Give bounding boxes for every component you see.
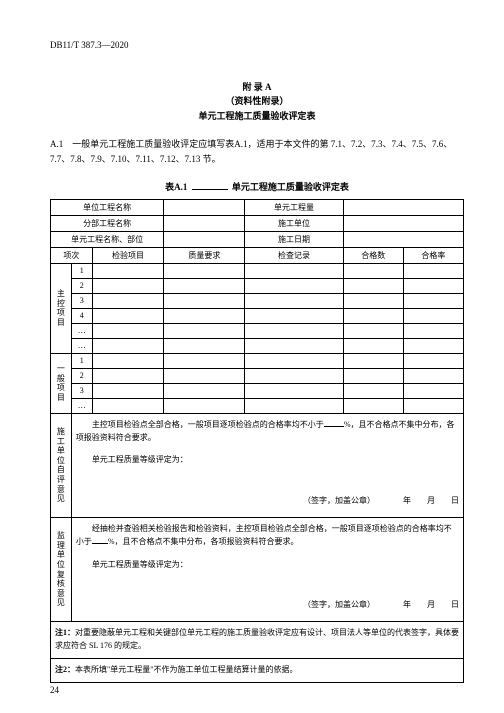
table-row: 2 [51,368,464,383]
supervise-label: 监理单位复核意见 [51,517,72,621]
cell-label: 施工单位 [245,215,343,231]
cell-value [343,231,463,247]
cell-num: 3 [71,383,92,398]
table-row: 3 [51,293,464,308]
page-number: 24 [50,685,59,695]
self-text-line: 主控项目检验点全部合格，一般项目逐项检验点的合格率均不小于%，且不合格点不集中分… [76,419,459,445]
table-row: 主控项目 1 [51,263,464,278]
cell-num: 1 [71,353,92,368]
cell-num: … [71,338,92,353]
cell-num: 3 [71,293,92,308]
table-row: 监理单位复核意见 经抽检并查验相关检验报告和检验资料，主控项目检验点全部合格，一… [51,517,464,621]
note2-cell: 注2：本表所填"单元工程量"不作为施工单位工程量结算计量的依据。 [51,658,464,682]
para-a1: A.1 一般单元工程施工质量验收评定应填写表A.1，适用于本文件的第 7.1、7… [50,137,464,168]
cell-value [343,199,463,215]
caption-prefix: 表A.1 [165,182,187,192]
note2-text: 本表所填"单元工程量"不作为施工单位工程量结算计量的依据。 [75,665,298,674]
table-row: 2 [51,278,464,293]
caption-suffix: 单元工程施工质量验收评定表 [232,182,349,192]
doc-code: DB11/T 387.3—2020 [50,40,464,50]
cell-label: 合格数 [343,247,403,263]
table-row: 注1：对重要隐蔽单元工程和关键部位单元工程的施工质量验收评定应有设计、项目法人等… [51,622,464,659]
cell-value [164,199,245,215]
cell-num: 1 [71,263,92,278]
appendix-sub: （资料性附录） [50,94,464,108]
sup-sign: （签字，加盖公章） 年 月 日 [76,589,459,616]
cell-value [164,231,245,247]
table-row: 项次 检验项目 质量要求 检查记录 合格数 合格率 [51,247,464,263]
table-row: 3 [51,383,464,398]
note1-text: 对重要隐蔽单元工程和关键部位单元工程的施工质量验收评定应有设计、项目法人等单位的… [55,628,459,650]
cell-label: 检验项目 [92,247,164,263]
cell-num: 2 [71,278,92,293]
sup-text-line2: 单元工程质量等级评定为： [76,559,459,572]
self-eval-label: 施工单位自评意见 [51,413,72,517]
cell-label: 施工日期 [245,231,343,247]
cell-num: … [71,323,92,338]
table-row: … [51,323,464,338]
cell-num: 4 [71,308,92,323]
cell-label: 项次 [51,247,93,263]
supervise-cell: 经抽检并查验相关检验报告和检验资料，主控项目检验点全部合格，一般项目逐项检验点的… [71,517,463,621]
sup-text-line: 经抽检并查验相关检验报告和检验资料，主控项目检验点全部合格，一般项目逐项检验点的… [76,523,459,549]
table-row: 单元工程名称、部位 施工日期 [51,231,464,247]
table-caption: 表A.1 单元工程施工质量验收评定表 [50,180,464,193]
main-ctrl-label: 主控项目 [51,263,72,353]
table-row: 单位工程名称 单元工程量 [51,199,464,215]
table-row: … [51,398,464,413]
note1-cell: 注1：对重要隐蔽单元工程和关键部位单元工程的施工质量验收评定应有设计、项目法人等… [51,622,464,659]
cell-label: 单位工程名称 [51,199,164,215]
evaluation-table: 单位工程名称 单元工程量 分部工程名称 施工单位 单元工程名称、部位 施工日期 … [50,199,464,683]
self-eval-cell: 主控项目检验点全部合格，一般项目逐项检验点的合格率均不小于%，且不合格点不集中分… [71,413,463,517]
appendix-label: 附 录 A [50,80,464,94]
note1-label: 注1： [55,628,75,637]
table-row: 一般项目 1 [51,353,464,368]
appendix-title: 单元工程施工质量验收评定表 [50,109,464,123]
table-row: 施工单位自评意见 主控项目检验点全部合格，一般项目逐项检验点的合格率均不小于%，… [51,413,464,517]
cell-label: 单元工程量 [245,199,343,215]
cell-label: 合格率 [403,247,463,263]
appendix-heading: 附 录 A （资料性附录） 单元工程施工质量验收评定表 [50,80,464,123]
cell-num: … [71,398,92,413]
note2-label: 注2： [55,665,75,674]
cell-label: 单元工程名称、部位 [51,231,164,247]
cell-value [164,215,245,231]
cell-label: 检查记录 [245,247,343,263]
table-row: 4 [51,308,464,323]
cell-value [343,215,463,231]
table-row: 分部工程名称 施工单位 [51,215,464,231]
cell-label: 质量要求 [164,247,245,263]
caption-blank [192,180,228,190]
self-sign: （签字，加盖公章） 年 月 日 [76,485,459,512]
self-text-line2: 单元工程质量等级评定为： [76,454,459,467]
table-row: 注2：本表所填"单元工程量"不作为施工单位工程量结算计量的依据。 [51,658,464,682]
cell-label: 分部工程名称 [51,215,164,231]
cell-num: 2 [71,368,92,383]
table-row: … [51,338,464,353]
general-label: 一般项目 [51,353,72,413]
